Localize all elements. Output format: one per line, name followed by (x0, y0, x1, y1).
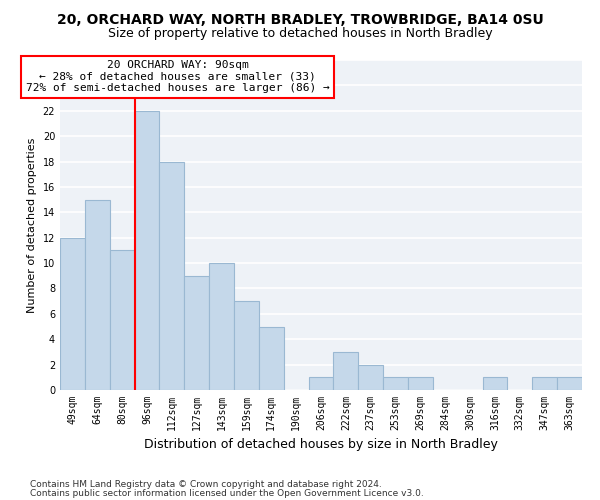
Bar (110, 250, 134, 390)
Bar (60, 238, 85, 390)
Bar (184, 276, 209, 390)
Bar (408, 378, 433, 390)
Bar (358, 364, 383, 390)
Bar (85, 200, 110, 390)
Text: Contains HM Land Registry data © Crown copyright and database right 2024.: Contains HM Land Registry data © Crown c… (30, 480, 382, 489)
Bar (557, 378, 582, 390)
Bar (532, 378, 557, 390)
Y-axis label: Number of detached properties: Number of detached properties (27, 138, 37, 312)
Bar (308, 378, 334, 390)
Text: Size of property relative to detached houses in North Bradley: Size of property relative to detached ho… (107, 28, 493, 40)
Bar (160, 162, 184, 390)
Bar (209, 263, 234, 390)
Bar (334, 352, 358, 390)
Bar (134, 111, 160, 390)
Text: 20 ORCHARD WAY: 90sqm
← 28% of detached houses are smaller (33)
72% of semi-deta: 20 ORCHARD WAY: 90sqm ← 28% of detached … (26, 60, 329, 93)
Text: Contains public sector information licensed under the Open Government Licence v3: Contains public sector information licen… (30, 488, 424, 498)
Text: 20, ORCHARD WAY, NORTH BRADLEY, TROWBRIDGE, BA14 0SU: 20, ORCHARD WAY, NORTH BRADLEY, TROWBRID… (56, 12, 544, 26)
Bar (259, 326, 284, 390)
Bar (482, 378, 508, 390)
Bar (234, 301, 259, 390)
X-axis label: Distribution of detached houses by size in North Bradley: Distribution of detached houses by size … (144, 438, 498, 452)
Bar (383, 378, 408, 390)
